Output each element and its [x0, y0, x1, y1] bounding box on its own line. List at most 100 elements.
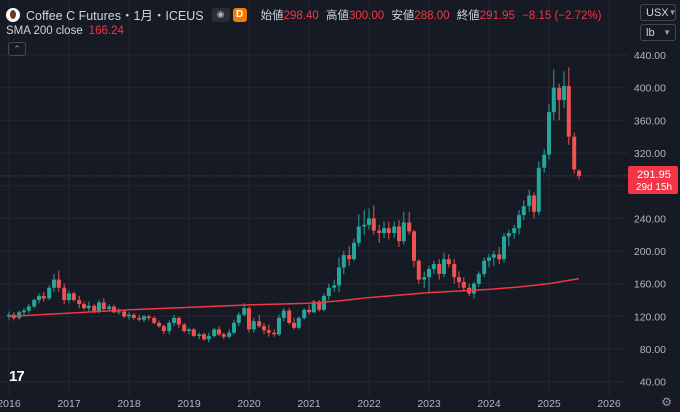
- candle: [536, 161, 541, 216]
- candle: [157, 320, 161, 328]
- candle: [277, 314, 281, 336]
- candle-body: [352, 242, 356, 260]
- candle: [112, 304, 116, 314]
- candle-body: [221, 334, 226, 337]
- sma-indicator-legend[interactable]: SMA 200 close 166.24: [6, 25, 124, 37]
- candle-body: [197, 334, 202, 336]
- candle-body: [112, 306, 116, 313]
- candle: [392, 221, 397, 238]
- unit-value: lb: [646, 26, 655, 39]
- candle: [577, 169, 581, 180]
- candle: [517, 210, 521, 235]
- candle-body: [101, 302, 106, 309]
- candle: [251, 317, 256, 333]
- unit-select[interactable]: lb ▼: [640, 24, 676, 41]
- candle-body: [137, 317, 142, 320]
- candle-body: [341, 255, 346, 268]
- candle-body: [431, 264, 436, 269]
- chevron-up-icon[interactable]: ⌃: [8, 42, 26, 56]
- candle-body: [397, 226, 401, 242]
- candle: [356, 214, 361, 247]
- candle-body: [512, 228, 517, 234]
- candle-body: [131, 314, 136, 318]
- currency-select[interactable]: USX ▼: [640, 4, 677, 21]
- candle-body: [247, 308, 251, 330]
- candle-body: [127, 314, 131, 317]
- close-value: 291.95: [479, 9, 515, 22]
- candle-body: [502, 236, 506, 260]
- high-label: 高値: [326, 9, 349, 22]
- candle-body: [422, 277, 427, 280]
- candle-body: [161, 326, 166, 332]
- candle: [26, 304, 31, 314]
- candle-body: [212, 329, 217, 336]
- candle: [532, 192, 536, 219]
- candle: [386, 221, 391, 240]
- y-tick-label: 200.00: [634, 246, 666, 258]
- y-tick-label: 120.00: [634, 311, 666, 323]
- candle-body: [257, 321, 262, 327]
- y-tick-label: 80.00: [640, 344, 666, 356]
- candle: [41, 291, 46, 302]
- symbol-title[interactable]: Coffee C Futures・1月・ICEUS: [26, 9, 204, 23]
- candle-body: [7, 314, 11, 317]
- eye-icon[interactable]: ◉: [211, 7, 230, 22]
- candle-body: [472, 283, 476, 294]
- open-value: 298.40: [283, 9, 319, 22]
- candle-body: [277, 317, 281, 335]
- candle: [401, 211, 406, 245]
- candle: [557, 83, 562, 121]
- candle-body: [536, 167, 541, 212]
- candle: [337, 257, 341, 292]
- x-tick-label: 2021: [297, 398, 321, 410]
- candle-body: [427, 268, 431, 278]
- y-tick-label: 40.00: [640, 377, 666, 389]
- candle-body: [67, 293, 71, 301]
- candle: [221, 332, 226, 340]
- candle-body: [146, 316, 151, 318]
- x-tick-label: 2023: [417, 398, 441, 410]
- candle: [47, 285, 52, 301]
- candle-body: [527, 195, 532, 207]
- candle-body: [116, 311, 121, 313]
- candle-body: [356, 226, 361, 243]
- candle-body: [577, 170, 581, 176]
- candle: [71, 291, 76, 302]
- y-tick-label: 360.00: [634, 115, 666, 127]
- candle-body: [52, 279, 56, 288]
- candle-body: [217, 329, 221, 335]
- candle: [431, 260, 436, 274]
- x-tick-label: 2020: [237, 398, 261, 410]
- candle: [272, 329, 277, 337]
- candle-body: [302, 309, 307, 318]
- candle: [161, 324, 166, 335]
- candle-body: [236, 314, 241, 323]
- candle-body: [206, 335, 211, 340]
- candle-body: [266, 330, 271, 333]
- candle: [32, 298, 37, 309]
- candle: [457, 271, 461, 288]
- candle: [302, 308, 307, 320]
- chevron-down-icon: ▼: [668, 8, 677, 17]
- candle-body: [506, 233, 511, 237]
- candle-body: [227, 332, 232, 337]
- tradingview-logo-icon[interactable]: 17: [9, 368, 25, 385]
- candle: [202, 332, 206, 341]
- candle-body: [202, 334, 206, 340]
- candle-body: [322, 295, 326, 310]
- symbol-legend[interactable]: Coffee C Futures・1月・ICEUS ◉ D 始値298.40 高…: [6, 5, 601, 24]
- candle: [482, 257, 487, 278]
- gear-icon[interactable]: ⚙: [661, 395, 672, 409]
- candle-body: [532, 195, 536, 212]
- candle: [176, 316, 181, 328]
- candle: [137, 314, 142, 322]
- d-badge[interactable]: D: [232, 7, 247, 22]
- x-tick-label: 2026: [597, 398, 621, 410]
- chevron-down-icon: ▼: [663, 28, 671, 37]
- candle: [347, 246, 352, 266]
- x-tick-label: 2018: [117, 398, 141, 410]
- candle-body: [97, 302, 101, 312]
- candle-body: [337, 267, 341, 286]
- change-value: −8.15 (−2.72%): [522, 9, 602, 22]
